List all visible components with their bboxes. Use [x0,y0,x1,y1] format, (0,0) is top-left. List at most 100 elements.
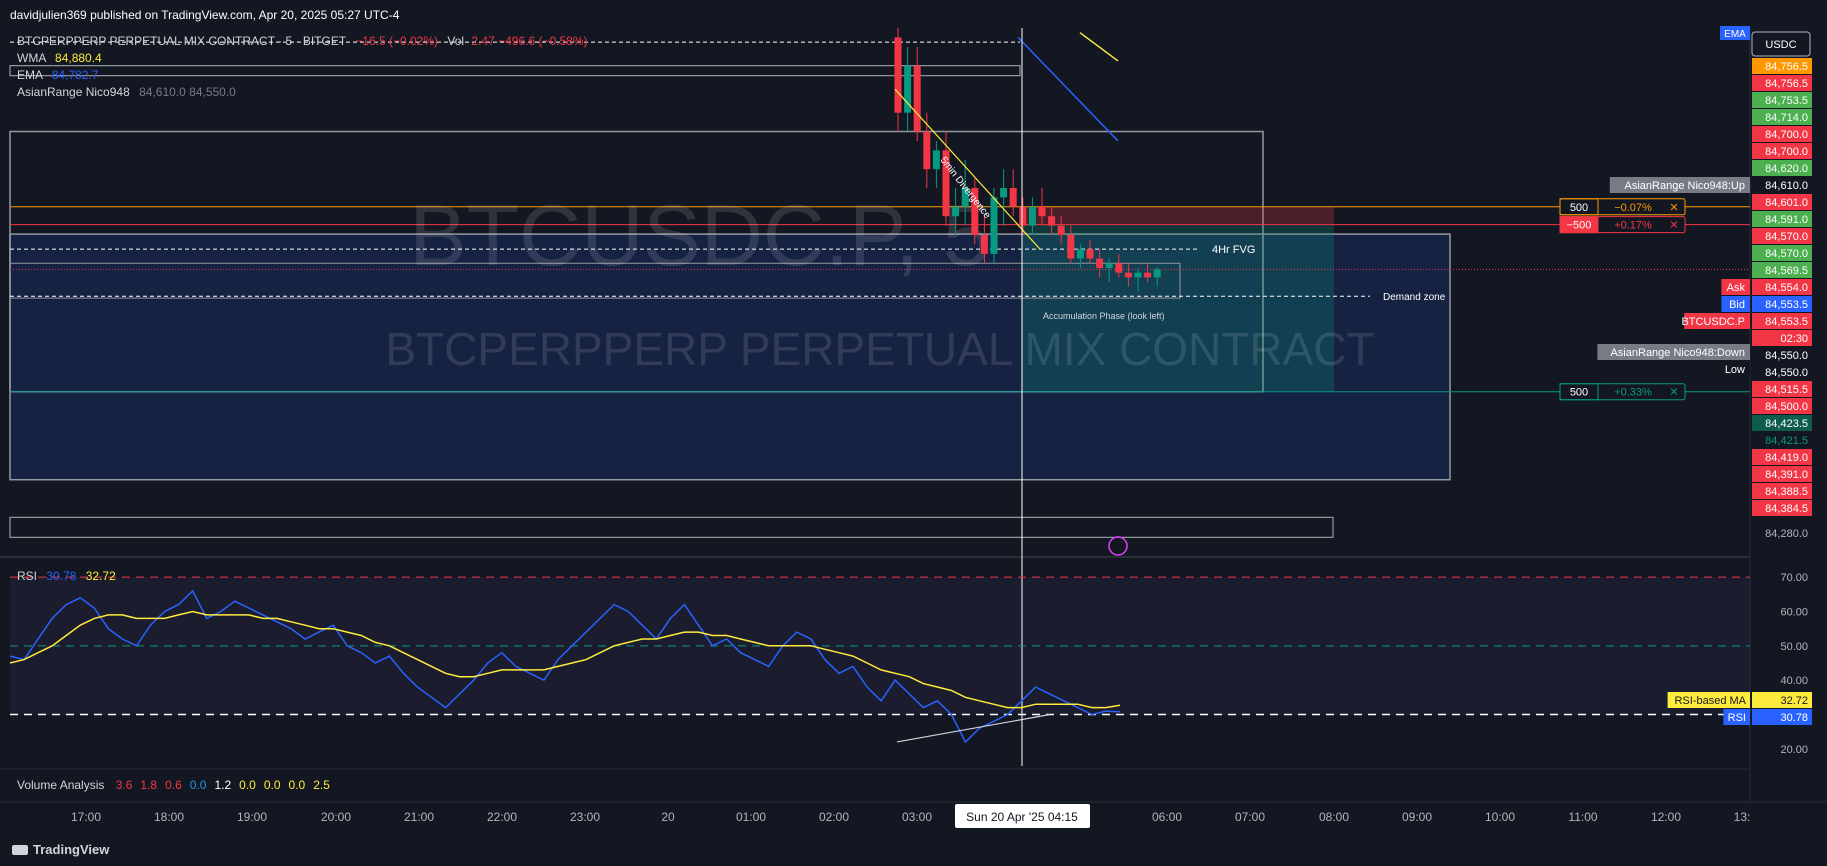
publisher-bar: davidjulien369 published on TradingView.… [0,0,1827,28]
ema-label: EMA [17,68,43,82]
rsi-legend[interactable]: RSI 30.78 32.72 [17,569,116,583]
price-scale-tag [1752,330,1812,346]
price-scale-label: 84,500.0 [1765,401,1808,413]
scale-side-label: BTCUSDC.P [1681,316,1745,328]
rsi-scale-label: 40.00 [1780,675,1808,687]
price-scale-tag [1752,398,1812,414]
price-scale-tag [1752,228,1812,244]
time-axis-label: 02:00 [819,810,849,824]
price-scale-tag [1752,449,1812,465]
position-qty: 500 [1570,387,1588,399]
ema-legend[interactable]: EMA 84,782.7 [17,68,98,82]
price-scale-label: 84,700.0 [1765,146,1808,158]
candle-body [1134,272,1142,278]
candle-body [1048,216,1056,226]
ema-line [1017,36,1119,142]
price-scale-tag [1752,500,1812,516]
rsi-value-tag [1752,709,1812,725]
volume-analysis-value: 0.0 [288,778,306,792]
price-scale-tag [1752,75,1812,91]
wma-line [1079,32,1119,62]
price-scale-label: 84,570.0 [1765,248,1808,260]
candle-body [1105,263,1113,268]
close-position-icon: ✕ [1669,202,1678,214]
wma-value: 84,880.4 [55,51,102,65]
time-axis-label: 09:00 [1402,810,1432,824]
crosshair-time-label: Sun 20 Apr '25 04:15 [966,810,1078,824]
time-axis-label: 07:00 [1235,810,1265,824]
tradingview-logo-icon [12,845,28,855]
time-axis-label: 20 [661,810,675,824]
price-pane [0,28,1827,555]
time-axis-label: 19:00 [237,810,267,824]
rsi-scale-label: 50.00 [1780,641,1808,653]
volume-analysis-value: 3.6 [115,778,133,792]
rsi-line [9,589,1121,744]
ema-scale-tag [1720,26,1750,40]
volume-analysis-value: 2.5 [313,778,330,792]
price-scale-label: 84,591.0 [1765,214,1808,226]
scale-side-label: Low [1725,364,1745,376]
price-scale-label: 84,550.0 [1765,367,1808,379]
asian-range-legend[interactable]: AsianRange Nico948 84,610.0 84,550.0 [17,85,236,99]
time-axis-label: 12:00 [1651,810,1681,824]
price-scale-tag [1752,279,1812,295]
candle-body [1144,272,1152,278]
time-axis-label: 18:00 [154,810,184,824]
price-scale-tag [1752,160,1812,176]
rsi-side-tag [1667,692,1750,708]
ema-scale-label: EMA [1724,29,1746,40]
fvg-label: 4Hr FVG [1212,244,1255,256]
asian-range-values: 84,610.0 84,550.0 [139,85,236,99]
demand-zone-box [9,233,1451,481]
watermark-symbol: BTCUSDC.P, 5 [409,188,990,284]
scale-side-label: Ask [1727,282,1746,294]
volume-analysis-legend[interactable]: Volume Analysis 3.6 1.8 0.6 0.0 1.2 0.0 0.0 0.0… [17,778,330,792]
candle-body [971,187,979,236]
volume-analysis-value: 0.0 [263,778,281,792]
position-qty-box [1559,383,1599,401]
short-risk-zone [1022,206,1334,225]
price-scale-tag [1752,432,1812,448]
rsi-side-label: RSI-based MA [1674,695,1746,707]
wma-legend[interactable]: WMA 84,880.4 [17,51,102,65]
volume-analysis-values: 3.6 1.8 0.6 0.0 1.2 0.0 0.0 0.0 2.5 [108,778,330,792]
tradingview-logo[interactable]: TradingView [12,842,109,857]
candle-body [1076,249,1084,259]
price-scale-tag [1752,245,1812,261]
alert-icon [1108,536,1128,556]
time-axis-label: 01:00 [736,810,766,824]
price-scale-label: 84,700.0 [1765,129,1808,141]
candle-body [923,131,931,170]
divergence-line [894,88,1041,250]
position-qty: 500 [1570,202,1588,214]
symbol-name: BTCPERPPERP PERPETUAL MIX CONTRACT · 5 ·… [17,34,346,48]
price-scale-tag [1752,143,1812,159]
price-scale-label: 84,753.5 [1765,95,1808,107]
candle-body [942,150,950,217]
price-scale-label: 84,570.0 [1765,231,1808,243]
price-scale-tag [1752,313,1812,329]
time-axis-label: 17:00 [71,810,101,824]
time-axis-label: 11:00 [1568,810,1597,824]
footer-bar [0,834,1827,866]
candle-body [1067,235,1075,259]
price-scale-label: 84,419.0 [1765,452,1808,464]
time-axis-label: 23:00 [570,810,600,824]
price-scale-tag [1752,126,1812,142]
price-scale-tag [1752,58,1812,74]
accumulation-label: Accumulation Phase (look left) [1043,311,1165,321]
scale-side-tag [1609,177,1750,193]
price-scale-label: 84,515.5 [1765,384,1808,396]
candle-body [932,150,940,170]
time-axis-label: 03:00 [902,810,932,824]
candle-body [904,65,912,113]
currency-button [1751,31,1811,57]
candle-body [1000,187,1008,198]
price-scale-label: 84,553.5 [1765,299,1808,311]
candle-body [952,206,960,217]
rsi-side-label: RSI [1728,712,1746,724]
symbol-change: −16.5 (−0.02%) [355,34,439,48]
brand-name: TradingView [33,842,110,857]
